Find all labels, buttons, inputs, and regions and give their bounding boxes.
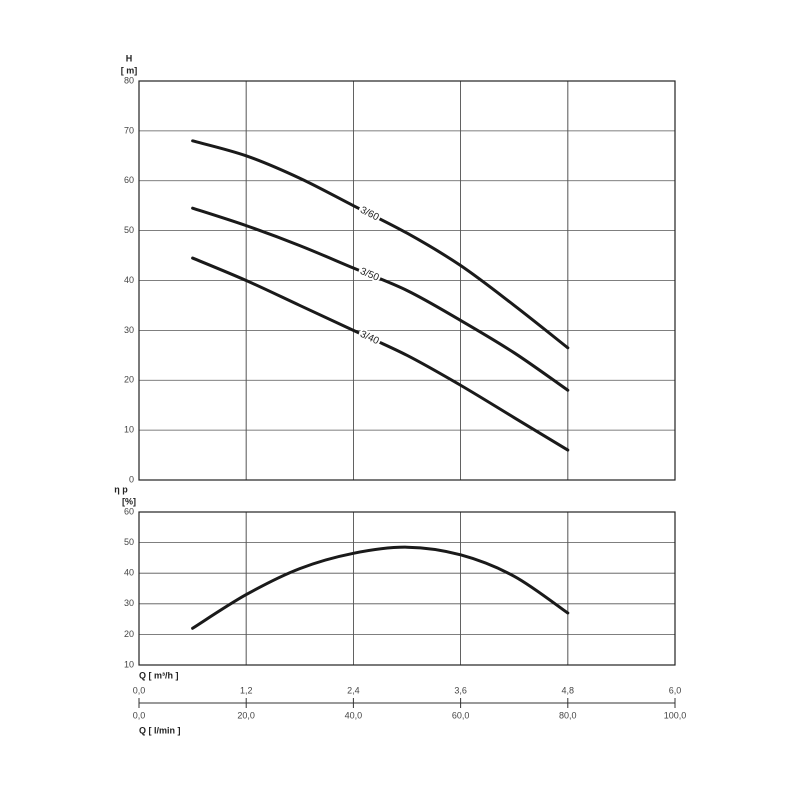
y-tick-label: 0 <box>129 474 134 484</box>
x2-tick-label: 20,0 <box>237 710 255 720</box>
x2-tick-label: 0,0 <box>133 710 146 720</box>
y-tick-label: 40 <box>124 275 134 285</box>
x-tick-label: 6,0 <box>669 685 682 695</box>
curve <box>191 139 570 350</box>
y-tick-label: 30 <box>124 598 134 608</box>
y-tick-label: 20 <box>124 629 134 639</box>
y-tick-label: 60 <box>124 506 134 516</box>
x2-tick-label: 40,0 <box>345 710 363 720</box>
y-axis-symbol: H <box>126 53 133 63</box>
y-tick-label: 70 <box>124 125 134 135</box>
x2-tick-label: 100,0 <box>664 710 687 720</box>
y-axis-unit: [ m] <box>121 65 138 75</box>
plot-frame <box>138 80 676 481</box>
y-tick-label: 10 <box>124 659 134 669</box>
y-tick-label: 50 <box>124 225 134 235</box>
curve-label: 3/50 <box>358 266 381 284</box>
y-axis-unit: [%] <box>122 496 136 506</box>
x-tick-label: 4,8 <box>562 685 575 695</box>
y-tick-label: 10 <box>124 425 134 435</box>
x2-tick-label: 60,0 <box>452 710 470 720</box>
y-tick-label: 80 <box>124 75 134 85</box>
curve <box>191 206 570 392</box>
x-axis-title: Q [ m³/h ] <box>139 670 179 680</box>
y-tick-label: 50 <box>124 537 134 547</box>
x-tick-label: 0,0 <box>133 685 146 695</box>
curve-label: 3/40 <box>358 329 381 347</box>
x2-axis-title: Q [ l/min ] <box>139 725 181 735</box>
x-tick-label: 1,2 <box>240 685 253 695</box>
x-tick-label: 3,6 <box>454 685 467 695</box>
y-axis-symbol: η p <box>114 484 128 494</box>
x-tick-label: 2,4 <box>347 685 360 695</box>
y-tick-label: 40 <box>124 568 134 578</box>
curve-label: 3/60 <box>358 205 381 224</box>
x2-tick-label: 80,0 <box>559 710 577 720</box>
y-tick-label: 30 <box>124 325 134 335</box>
y-tick-label: 20 <box>124 375 134 385</box>
curve <box>191 256 570 452</box>
plot-frame <box>138 511 676 666</box>
y-tick-label: 60 <box>124 175 134 185</box>
curve <box>191 545 570 630</box>
